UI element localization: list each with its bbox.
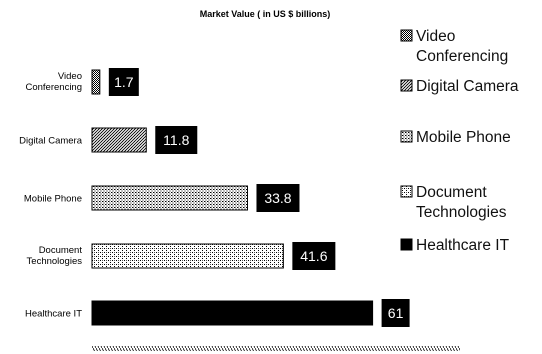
category-label-4: Healthcare IT (25, 309, 82, 320)
legend-label-2: Mobile Phone (416, 129, 511, 146)
legend-label-1: Digital Camera (416, 78, 519, 95)
category-label-2: Mobile Phone (24, 194, 82, 205)
legend-swatch-4 (400, 238, 413, 251)
data-label-box-1 (155, 126, 198, 154)
data-label-box-4 (381, 299, 410, 327)
data-label-1: 11.8 (163, 132, 189, 148)
legend: Video Conferencing Digital Camera Mobile Ph… (400, 28, 519, 254)
bar-2 (91, 185, 248, 211)
bar-1 (91, 127, 147, 153)
data-labels: 1.7 11.8 33.8 41.6 61 (108, 68, 410, 327)
bars (91, 69, 374, 326)
data-label-4: 61 (388, 305, 404, 321)
data-label-box-2 (256, 184, 300, 212)
legend-label-3: Document Technologies (416, 184, 507, 221)
x-axis (92, 346, 460, 351)
legend-swatch-2 (400, 130, 413, 143)
category-label-1: Digital Camera (19, 136, 83, 147)
category-label-0: Video Conferencing (25, 71, 82, 93)
legend-swatch-1 (400, 79, 413, 92)
bar-3 (91, 243, 284, 269)
data-label-0: 1.7 (114, 74, 134, 90)
data-label-box-0 (108, 68, 139, 96)
data-label-3: 41.6 (300, 248, 327, 264)
legend-swatch-0 (400, 29, 413, 42)
bar-0 (91, 69, 101, 95)
legend-swatch-3 (400, 185, 413, 198)
data-label-box-3 (292, 242, 336, 270)
category-label-3: Document Technologies (27, 245, 83, 267)
legend-label-0: Video Conferencing (416, 28, 508, 65)
legend-label-4: Healthcare IT (416, 237, 510, 254)
data-label-2: 33.8 (264, 190, 291, 206)
category-labels: Video Conferencing Digital Camera Mobile Ph… (19, 71, 83, 320)
chart-title: Market Value ( in US $ billions) (200, 9, 331, 19)
bar-4 (91, 300, 374, 326)
